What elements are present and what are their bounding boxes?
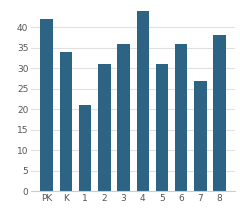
Bar	[117, 44, 130, 191]
Bar	[156, 64, 168, 191]
Bar	[194, 81, 207, 191]
Bar	[137, 11, 149, 191]
Bar	[175, 44, 187, 191]
Bar	[98, 64, 111, 191]
Bar	[213, 35, 226, 191]
Bar	[79, 105, 91, 191]
Bar	[60, 52, 72, 191]
Bar	[41, 19, 53, 191]
